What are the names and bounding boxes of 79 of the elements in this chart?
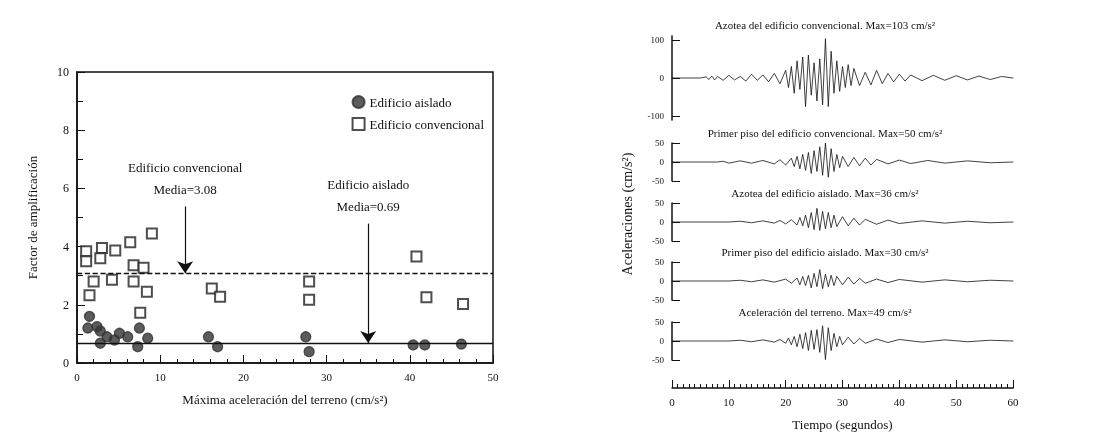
y-tick-label: 6 xyxy=(63,181,69,196)
point xyxy=(214,290,227,303)
point xyxy=(87,275,100,288)
point xyxy=(211,341,224,353)
point xyxy=(137,261,150,274)
point xyxy=(83,289,96,302)
point xyxy=(105,273,118,286)
point xyxy=(127,259,140,272)
point xyxy=(410,250,423,263)
x-tick-label: 30 xyxy=(321,370,333,383)
y-tick-label: 0 xyxy=(659,73,665,83)
point xyxy=(127,275,140,288)
y-tick-label: 4 xyxy=(63,239,69,254)
point xyxy=(80,255,93,268)
point xyxy=(94,252,107,265)
y-tick-label: -100 xyxy=(647,111,665,122)
point xyxy=(303,346,315,358)
point xyxy=(142,332,154,344)
chart-title: Aceleración del terreno. Max=49 cm/s² xyxy=(738,305,913,318)
point xyxy=(122,331,134,343)
x-tick-label: 50 xyxy=(487,370,499,383)
point xyxy=(83,310,96,323)
y-tick-label: 50 xyxy=(655,138,665,148)
x-tick-label: 20 xyxy=(237,370,250,383)
x-tick-label: 10 xyxy=(154,370,167,383)
y-axis-title: Aceleraciones (cm/s²) xyxy=(620,152,636,276)
y-tick-label: 50 xyxy=(655,198,665,208)
x-tick-label: 0 xyxy=(669,395,676,408)
y-tick-label: 100 xyxy=(650,34,665,45)
y-tick-label: -50 xyxy=(652,355,665,365)
y-tick-label: -50 xyxy=(652,295,665,305)
x-axis-title: Tiempo (segundos) xyxy=(792,417,893,432)
annotation: Edificio convencional Media=3.08 xyxy=(127,159,243,197)
point xyxy=(133,322,146,334)
chart-title: Primer piso del edificio convencional. Max=50 cm/s² xyxy=(707,126,944,139)
y-axis-title: Factor de amplificación xyxy=(25,155,40,280)
point xyxy=(457,297,470,310)
chart-title: Primer piso del edificio aislado. Max=30 cm/s² xyxy=(721,245,930,258)
legend-label: Edificio aislado xyxy=(369,94,452,110)
point xyxy=(420,291,433,304)
point xyxy=(134,306,147,319)
x-tick-label: 20 xyxy=(780,395,792,408)
x-tick-label: 40 xyxy=(404,370,416,383)
point xyxy=(300,331,312,343)
x-tick-label: 30 xyxy=(837,395,849,408)
y-tick-label: 0 xyxy=(659,276,665,286)
y-tick-label: 0 xyxy=(659,157,665,167)
line-series xyxy=(671,325,1014,361)
chart-title: Azotea del edificio aislado. Max=36 cm/s² xyxy=(731,186,920,199)
point xyxy=(82,322,94,334)
point xyxy=(124,236,137,249)
point xyxy=(303,293,316,306)
point xyxy=(205,282,218,295)
x-tick-label: 40 xyxy=(893,395,906,408)
point xyxy=(145,227,158,240)
y-tick-label: -50 xyxy=(652,236,665,246)
x-tick-label: 10 xyxy=(723,395,735,408)
y-tick-label: 50 xyxy=(655,317,665,327)
point xyxy=(109,244,122,257)
y-tick-label: 2 xyxy=(63,297,69,312)
point xyxy=(91,320,103,333)
point xyxy=(140,285,153,298)
x-tick-label: 50 xyxy=(950,395,963,408)
y-tick-label: 0 xyxy=(63,356,69,370)
point xyxy=(303,275,316,288)
point xyxy=(202,331,215,343)
y-tick-label: 8 xyxy=(63,123,69,138)
legend-label: Edificio convencional xyxy=(369,116,485,132)
x-tick-label: 60 xyxy=(1007,395,1019,408)
y-tick-label: 50 xyxy=(655,257,665,267)
x-axis-title: Máxima aceleración del terreno (cm/s²) xyxy=(182,392,388,407)
x-tick-label: 0 xyxy=(74,370,81,383)
chart-title: Azotea del edificio convencional. Max=103 cm/s² xyxy=(714,18,936,31)
y-tick-label: -50 xyxy=(652,176,665,186)
y-tick-label: 0 xyxy=(659,336,665,346)
line-series xyxy=(671,142,1014,178)
y-tick-label: 10 xyxy=(57,65,69,79)
annotation: Edificio aislado Media=0.69 xyxy=(327,177,410,215)
y-tick-label: 0 xyxy=(659,217,665,227)
